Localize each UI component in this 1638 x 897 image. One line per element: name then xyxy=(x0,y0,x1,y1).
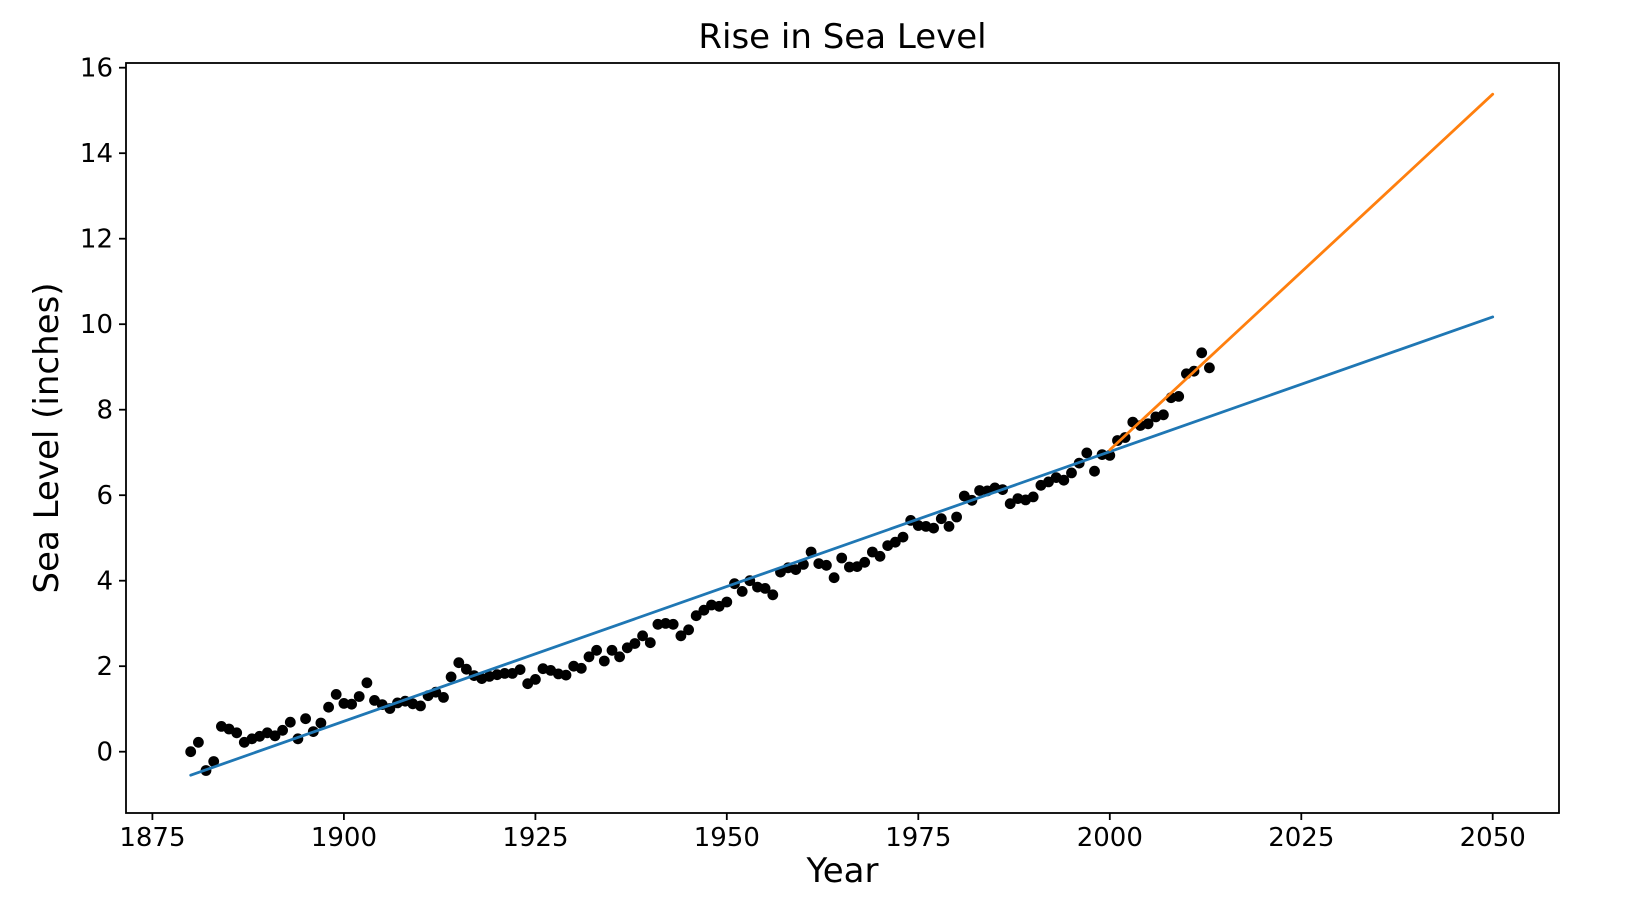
y-tick-label: 6 xyxy=(96,481,113,511)
data-point xyxy=(767,589,779,601)
y-tick-label: 8 xyxy=(96,396,113,426)
data-point xyxy=(974,485,985,496)
data-point xyxy=(844,561,855,573)
y-tick-label: 2 xyxy=(96,652,113,682)
data-point xyxy=(1173,391,1185,402)
data-point xyxy=(1196,347,1208,359)
x-tick-label: 1975 xyxy=(885,823,951,853)
data-point xyxy=(935,513,947,525)
data-point xyxy=(675,630,687,642)
data-point xyxy=(736,586,748,597)
data-point xyxy=(300,713,311,725)
data-point xyxy=(1089,465,1100,477)
data-point xyxy=(575,662,587,674)
data-point xyxy=(874,550,886,562)
data-point xyxy=(1142,418,1154,430)
data-point xyxy=(951,511,962,523)
x-tick-label: 2050 xyxy=(1460,823,1526,853)
data-point xyxy=(323,701,334,713)
data-point xyxy=(614,651,625,663)
y-tick-label: 16 xyxy=(80,54,113,84)
data-point xyxy=(943,521,955,532)
data-point xyxy=(361,677,373,689)
data-point xyxy=(1004,498,1016,510)
data-point xyxy=(897,531,909,543)
data-point xyxy=(583,651,595,663)
y-tick-label: 12 xyxy=(80,225,113,255)
data-point xyxy=(836,552,848,564)
data-point xyxy=(346,698,357,710)
data-point xyxy=(637,630,648,642)
x-tick-label: 1925 xyxy=(502,823,568,853)
trend-line-fit_since_2000 xyxy=(1108,92,1495,452)
data-point xyxy=(821,559,832,571)
data-point xyxy=(284,716,296,728)
data-point xyxy=(1204,362,1215,374)
x-tick-label: 1900 xyxy=(311,823,377,853)
data-point xyxy=(461,663,472,675)
data-point xyxy=(1158,409,1169,421)
x-tick-label: 2025 xyxy=(1268,823,1334,853)
data-point xyxy=(828,572,840,584)
data-point xyxy=(560,669,572,681)
data-point xyxy=(889,536,901,548)
x-tick-label: 2000 xyxy=(1077,823,1143,853)
data-point xyxy=(315,717,327,729)
data-point xyxy=(644,637,656,649)
data-point xyxy=(530,674,541,685)
data-point xyxy=(667,618,679,630)
data-point xyxy=(1027,491,1039,503)
data-point xyxy=(185,746,197,758)
data-point xyxy=(231,727,243,739)
data-point xyxy=(353,691,365,702)
data-point xyxy=(606,644,618,656)
data-point xyxy=(445,671,457,683)
x-tick-label: 1950 xyxy=(694,823,760,853)
data-point xyxy=(721,596,733,608)
data-point xyxy=(269,730,281,742)
data-point xyxy=(591,644,602,656)
data-point xyxy=(683,624,694,636)
data-point xyxy=(629,638,641,649)
chart-title: Rise in Sea Level xyxy=(698,17,987,57)
data-point xyxy=(453,657,465,669)
data-point xyxy=(859,556,871,568)
data-point xyxy=(1081,447,1093,459)
data-point xyxy=(193,736,204,748)
data-point xyxy=(415,700,426,712)
y-axis-label: Sea Level (inches) xyxy=(27,282,67,594)
data-point xyxy=(690,610,702,622)
y-tick-label: 10 xyxy=(80,310,113,340)
y-tick-label: 4 xyxy=(96,567,113,597)
x-tick-label: 1875 xyxy=(119,823,185,853)
data-point xyxy=(277,724,288,736)
data-point xyxy=(928,522,939,534)
data-point xyxy=(514,664,526,675)
data-point xyxy=(330,689,342,700)
data-point xyxy=(598,655,610,667)
data-point xyxy=(499,668,511,679)
data-point xyxy=(208,756,220,767)
y-tick-label: 0 xyxy=(96,738,113,768)
data-point xyxy=(759,583,771,594)
data-point xyxy=(790,564,802,575)
data-point xyxy=(1066,467,1077,479)
data-point xyxy=(698,604,710,616)
data-point xyxy=(1058,474,1070,486)
trend-line-fit_all_data xyxy=(189,315,1495,777)
data-point xyxy=(438,692,449,703)
x-axis-label: Year xyxy=(806,851,879,891)
plot-border xyxy=(125,62,1560,814)
y-tick-label: 14 xyxy=(80,139,113,169)
